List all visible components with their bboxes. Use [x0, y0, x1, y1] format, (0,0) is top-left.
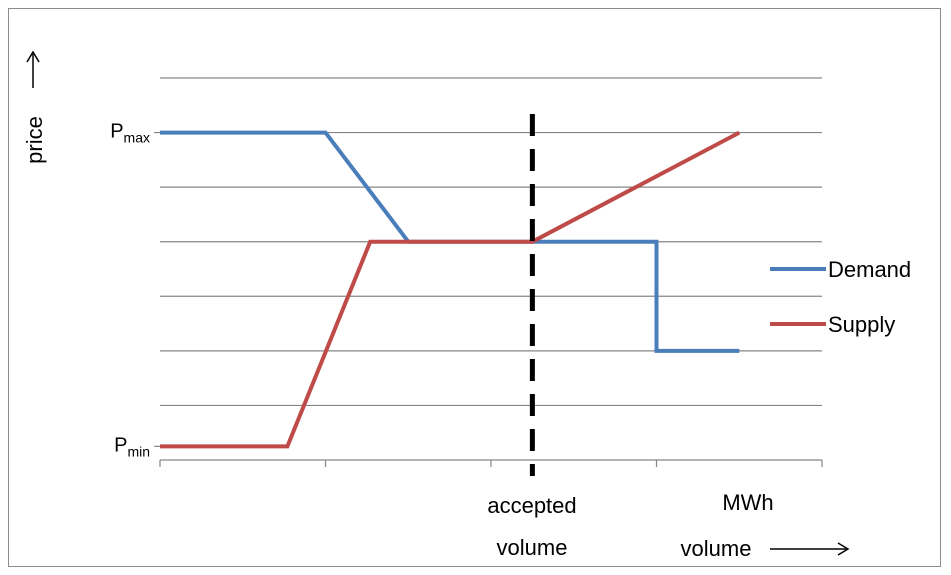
y-axis-label: price — [22, 116, 47, 164]
accepted-volume-label-line1: accepted — [487, 493, 576, 518]
series-line-supply — [160, 130, 741, 449]
accepted-volume-label-line2: volume — [497, 535, 568, 560]
chart-frame — [8, 8, 941, 567]
axes — [154, 131, 823, 467]
legend-label-supply: Supply — [828, 312, 895, 337]
x-axis-arrow-head — [837, 542, 850, 556]
y-axis-title: price — [22, 50, 47, 164]
series-layer — [160, 130, 741, 449]
legend: Demand Supply — [770, 257, 911, 337]
y-tick-label-pmax: Pmax — [110, 121, 150, 146]
legend-label-demand: Demand — [828, 257, 911, 282]
unit-label: MWh — [722, 490, 773, 515]
y-axis-arrow-head — [26, 50, 40, 63]
x-axis-label: volume — [681, 536, 752, 561]
y-tick-label-pmin: Pmin — [114, 434, 150, 459]
x-axis-title: volume — [681, 536, 850, 561]
